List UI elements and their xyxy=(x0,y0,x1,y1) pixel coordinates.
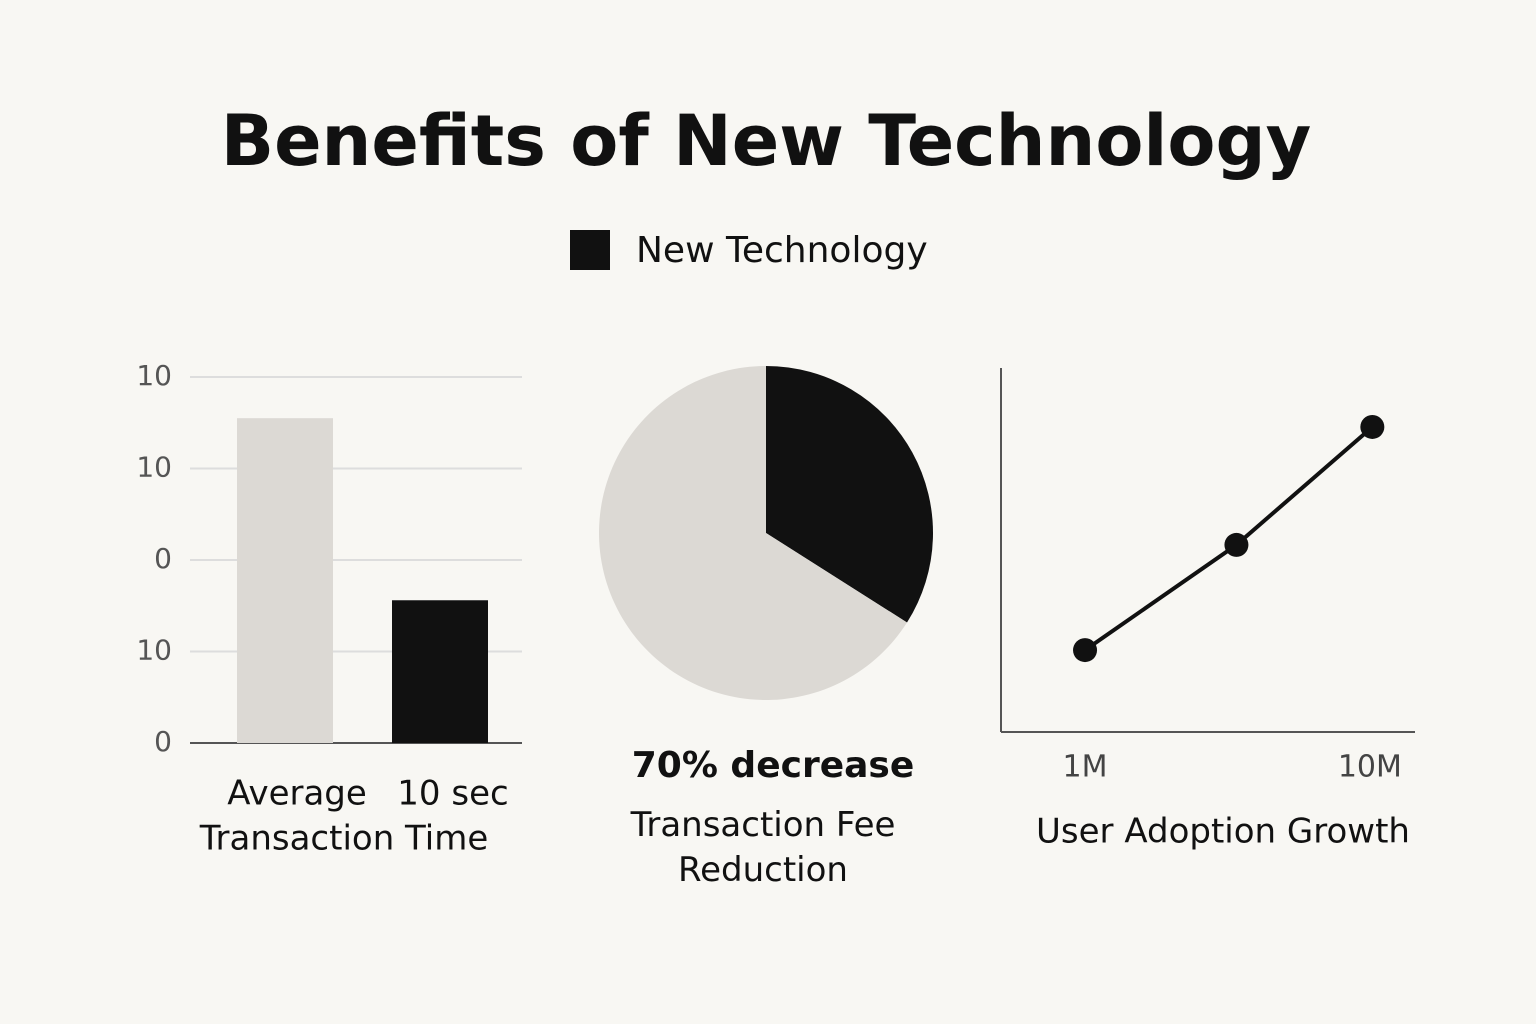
x-tick-label: Average xyxy=(227,774,367,814)
y-tick-label: 10 xyxy=(136,451,172,484)
x-axis-label: User Adoption Growth xyxy=(1036,812,1410,852)
pie-slice xyxy=(599,366,908,701)
y-tick-label: 10 xyxy=(136,634,172,667)
y-tick-label: 0 xyxy=(154,725,172,758)
page-title: Benefits of New Technology xyxy=(221,100,1312,182)
point xyxy=(1073,638,1098,663)
point xyxy=(1224,532,1249,557)
y-tick-label: 10 xyxy=(136,359,172,392)
y-tick-label: 0 xyxy=(154,542,172,575)
x-tick-label: 10M xyxy=(1338,750,1402,785)
legend-label: New Technology xyxy=(636,230,928,271)
pie-annotation: 70% decrease xyxy=(632,745,915,786)
x-tick-label: 1M xyxy=(1063,750,1108,785)
x-tick-label: 10 sec xyxy=(397,774,508,814)
x-axis-label: Transaction Time xyxy=(199,819,489,859)
pie-slice xyxy=(766,366,933,623)
pie-label: Transaction Fee Reduction xyxy=(630,805,896,890)
bar xyxy=(392,600,488,743)
bar xyxy=(237,418,333,743)
point xyxy=(1360,414,1385,439)
legend-swatch xyxy=(570,230,610,270)
